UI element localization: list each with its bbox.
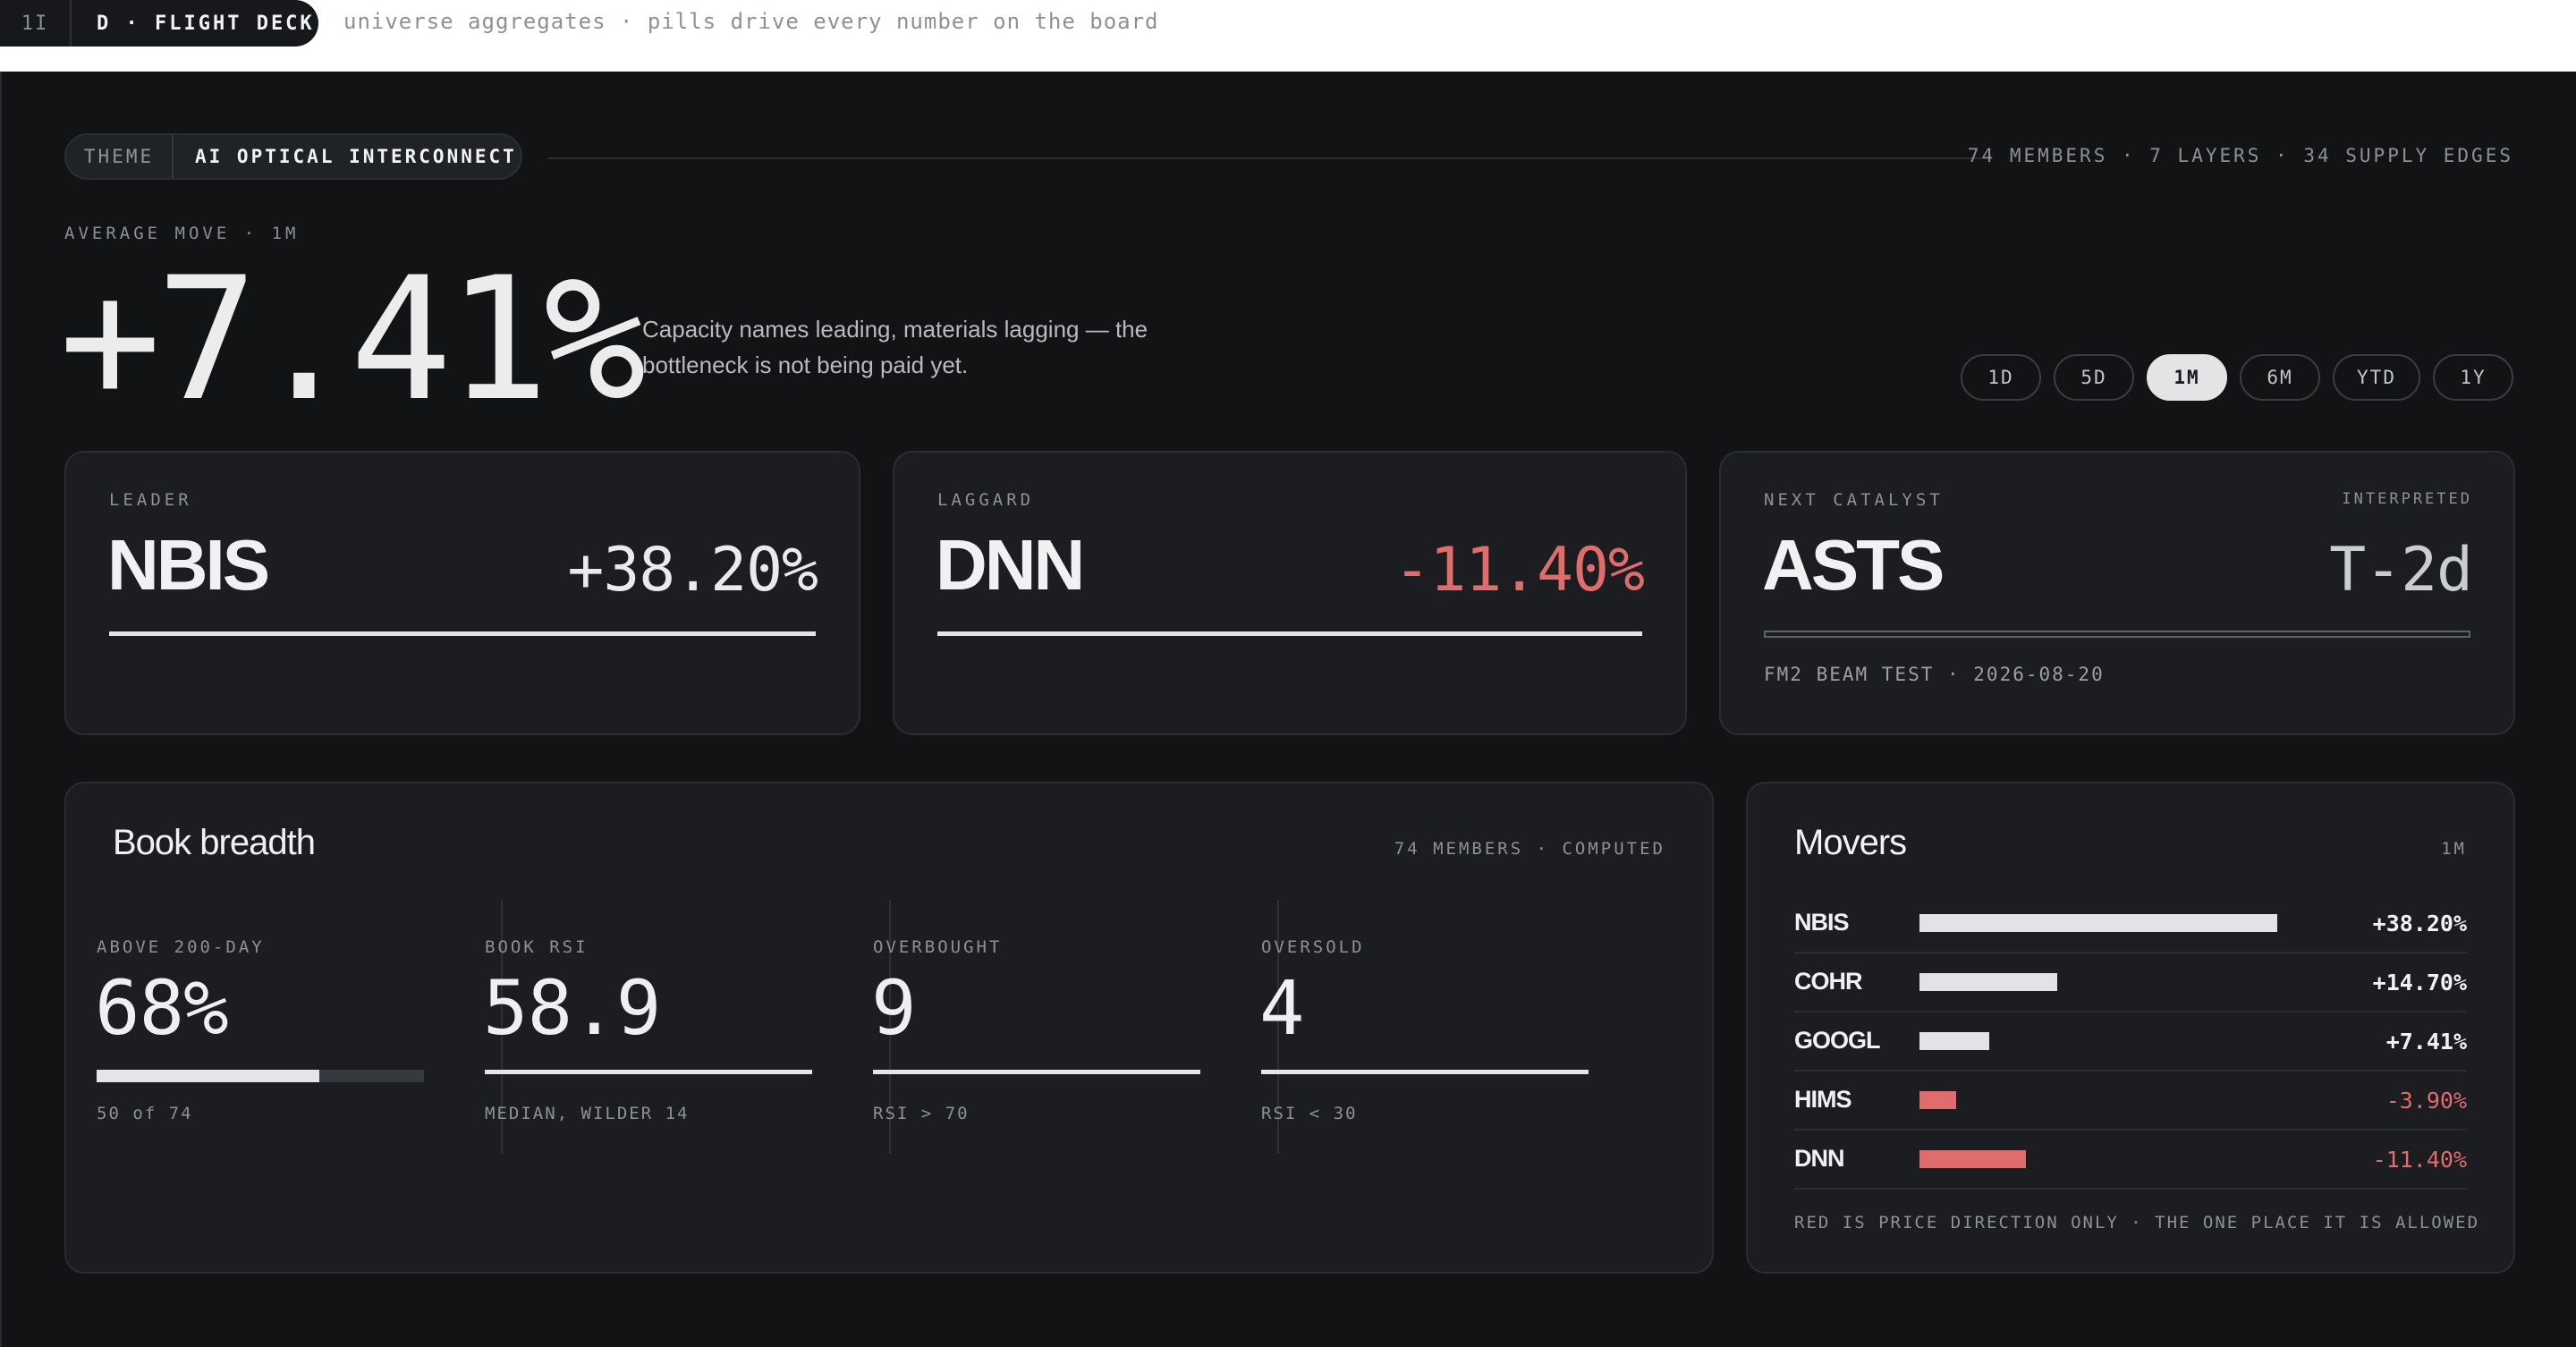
mover-bar [1919, 973, 2057, 991]
stat-sub: MEDIAN, WILDER 14 [485, 1104, 690, 1123]
deck-badge[interactable]: 1I D · FLIGHT DECK [0, 0, 318, 47]
mover-ticker: HIMS [1794, 1086, 1852, 1113]
stat-label: ABOVE 200-DAY [97, 937, 265, 957]
stat-above-200-day: ABOVE 200-DAY 68% 50 of 74 [66, 900, 454, 1156]
book-breadth-panel: Book breadth 74 MEMBERS · COMPUTED ABOVE… [64, 782, 1714, 1274]
mover-row-nbis[interactable]: NBIS +38.20% [1794, 894, 2467, 953]
top-caption: universe aggregates · pills drive every … [343, 9, 1159, 34]
stat-value: 58.9 [483, 964, 661, 1052]
badge-title: D · FLIGHT DECK [97, 12, 315, 35]
laggard-card[interactable]: LAGGARD DNN -11.40% [893, 451, 1687, 735]
leader-ticker: NBIS [107, 525, 270, 605]
stat-divider [1277, 900, 1279, 1154]
theme-value: AI OPTICAL INTERCONNECT [195, 146, 517, 167]
mover-bar-track [1919, 914, 2277, 932]
stat-sub: RSI < 30 [1261, 1104, 1358, 1123]
period-pill-1m[interactable]: 1M [2147, 354, 2227, 401]
theme-meta: 74 MEMBERS · 7 LAYERS · 34 SUPPLY EDGES [1967, 145, 2513, 166]
mover-bar [1919, 1150, 2027, 1168]
mover-row-dnn[interactable]: DNN -11.40% [1794, 1131, 2467, 1190]
mover-value: +38.20% [2372, 911, 2467, 936]
stat-value: 68% [95, 964, 229, 1052]
mover-ticker: NBIS [1794, 909, 1850, 936]
laggard-ticker: DNN [936, 525, 1085, 605]
catalyst-ticker: ASTS [1762, 525, 1945, 605]
mover-row-cohr[interactable]: COHR +14.70% [1794, 953, 2467, 1012]
interpreted-tag: INTERPRETED [2342, 490, 2472, 508]
mover-value: +7.41% [2385, 1029, 2467, 1055]
movers-panel: Movers 1M NBIS +38.20% COHR +14.70% GOOGL +7.… [1746, 782, 2515, 1274]
laggard-value: -11.40% [1394, 535, 1645, 606]
average-move-value: +7.41% [59, 241, 646, 438]
above-200-day-progress-fill [97, 1070, 319, 1082]
above-200-day-progress [97, 1070, 424, 1082]
theme-divider [547, 157, 1982, 159]
mover-ticker: COHR [1794, 968, 1862, 995]
laggard-label: LAGGARD [937, 490, 1035, 510]
stat-oversold: OVERSOLD 4 RSI < 30 [1231, 900, 1619, 1156]
average-move-note: Capacity names leading, materials laggin… [642, 316, 1148, 378]
theme-key: THEME [66, 135, 174, 178]
mover-value: -11.40% [2372, 1147, 2467, 1173]
stat-value: 4 [1259, 964, 1305, 1052]
period-pill-ytd[interactable]: YTD [2333, 354, 2420, 401]
top-strip: 1I D · FLIGHT DECK universe aggregates ·… [0, 0, 2576, 72]
mover-bar [1919, 914, 2277, 932]
book-breadth-title: Book breadth [113, 823, 316, 862]
period-pills: 1D 5D 1M 6M YTD 1Y [1961, 354, 2513, 401]
movers-period: 1M [2441, 839, 2467, 859]
mover-row-hims[interactable]: HIMS -3.90% [1794, 1072, 2467, 1131]
laggard-bar [937, 631, 1642, 636]
mover-value: +14.70% [2372, 970, 2467, 995]
stat-bar [485, 1070, 812, 1074]
mover-bar-track [1919, 973, 2277, 991]
period-pill-1y[interactable]: 1Y [2433, 354, 2513, 401]
movers-footnote: RED IS PRICE DIRECTION ONLY · THE ONE PL… [1794, 1213, 2480, 1233]
flight-deck-panel: THEME AI OPTICAL INTERCONNECT 74 MEMBERS… [0, 72, 2576, 1347]
catalyst-event: FM2 BEAM TEST · 2026-08-20 [1764, 664, 2105, 685]
catalyst-bar [1764, 631, 2470, 638]
stat-book-rsi: BOOK RSI 58.9 MEDIAN, WILDER 14 [454, 900, 843, 1156]
mover-ticker: DNN [1794, 1145, 1844, 1172]
mover-ticker: GOOGL [1794, 1027, 1880, 1054]
catalyst-countdown: T-2d [2329, 535, 2473, 606]
mover-bar-track [1919, 1091, 2277, 1109]
stat-sub: 50 of 74 [97, 1104, 193, 1123]
stat-divider [501, 900, 503, 1154]
movers-title: Movers [1794, 823, 1907, 862]
stat-divider [889, 900, 891, 1154]
period-pill-5d[interactable]: 5D [2054, 354, 2134, 401]
next-catalyst-card[interactable]: NEXT CATALYST INTERPRETED ASTS T-2d FM2 … [1719, 451, 2515, 735]
stat-sub: RSI > 70 [873, 1104, 970, 1123]
theme-selector[interactable]: THEME AI OPTICAL INTERCONNECT [64, 133, 522, 180]
stat-label: OVERBOUGHT [873, 937, 1003, 957]
catalyst-label: NEXT CATALYST [1764, 490, 1944, 510]
average-move-label: AVERAGE MOVE · 1M [64, 224, 300, 243]
leader-label: LEADER [109, 490, 192, 510]
stat-value: 9 [871, 964, 917, 1052]
mover-value: -3.90% [2385, 1088, 2467, 1114]
leader-bar [109, 631, 816, 636]
movers-list: NBIS +38.20% COHR +14.70% GOOGL +7.41% HIMS -3.… [1794, 894, 2467, 1190]
book-breadth-meta: 74 MEMBERS · COMPUTED [1394, 839, 1665, 859]
badge-number: 1I [0, 0, 72, 47]
leader-value: +38.20% [567, 535, 818, 606]
period-pill-1d[interactable]: 1D [1961, 354, 2041, 401]
mover-bar-track [1919, 1032, 2277, 1050]
mover-bar [1919, 1032, 1989, 1050]
mover-row-googl[interactable]: GOOGL +7.41% [1794, 1012, 2467, 1072]
stat-overbought: OVERBOUGHT 9 RSI > 70 [843, 900, 1231, 1156]
stat-bar [1261, 1070, 1589, 1074]
leader-card[interactable]: LEADER NBIS +38.20% [64, 451, 860, 735]
stat-label: OVERSOLD [1261, 937, 1365, 957]
mover-bar [1919, 1091, 1956, 1109]
period-pill-6m[interactable]: 6M [2240, 354, 2320, 401]
stat-label: BOOK RSI [485, 937, 589, 957]
stat-bar [873, 1070, 1200, 1074]
mover-bar-track [1919, 1150, 2277, 1168]
